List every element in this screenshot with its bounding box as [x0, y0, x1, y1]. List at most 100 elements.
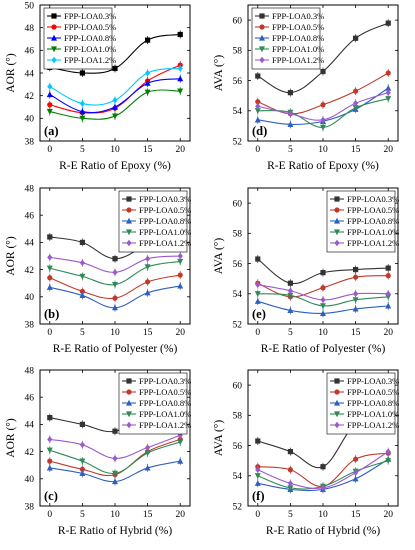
y-tick-label: 52: [233, 320, 243, 330]
legend-label: FPP-LOA1.0%: [139, 409, 191, 419]
legend-swatch-marker: [126, 421, 132, 429]
data-point-2: [352, 305, 359, 312]
data-point-2: [46, 284, 53, 290]
y-axis-label: AOR (°): [5, 236, 17, 276]
data-point-0: [385, 265, 391, 271]
legend-swatch-marker: [334, 399, 340, 406]
y-tick-label: 44: [25, 69, 35, 79]
legend-label: FPP-LOA1.0%: [139, 227, 191, 237]
legend-swatch-marker: [126, 207, 132, 213]
x-axis-label: R-E Ratio of Polyester (%): [261, 343, 386, 355]
x-tick-label: 0: [47, 510, 52, 520]
data-point-4: [385, 448, 391, 455]
x-tick-label: 0: [255, 328, 260, 338]
data-point-2: [112, 304, 118, 311]
data-point-2: [46, 464, 53, 471]
legend-swatch-marker: [259, 56, 265, 64]
y-tick-label: 46: [25, 212, 35, 222]
data-point-1: [47, 102, 53, 108]
data-point-3: [112, 113, 118, 120]
legend-label: FPP-LOA1.2%: [347, 238, 399, 248]
legend-swatch-marker: [334, 196, 340, 202]
panel-d: 0 5 10 15 20 52 54 56 58 60 R-E Ratio of Epoxy (%)…: [213, 4, 399, 172]
panel-label: (b): [44, 307, 59, 321]
data-point-3: [385, 96, 392, 102]
x-tick-label: 15: [351, 328, 361, 338]
x-tick-label: 15: [143, 145, 153, 155]
y-tick-label: 42: [25, 92, 35, 102]
x-tick-label: 0: [255, 145, 260, 155]
legend-label: FPP-LOA0.8%: [64, 33, 116, 43]
x-tick-label: 20: [383, 145, 393, 155]
data-point-2: [79, 470, 86, 476]
data-point-0: [287, 280, 293, 286]
data-point-3: [79, 115, 86, 122]
legend-label: FPP-LOA1.0%: [64, 44, 116, 54]
legend-label: FPP-LOA0.5%: [64, 22, 116, 32]
data-point-1: [79, 466, 85, 472]
x-tick-label: 5: [288, 510, 293, 520]
data-point-2: [385, 84, 392, 91]
data-point-0: [79, 421, 85, 427]
data-point-1: [385, 273, 391, 279]
y-tick-label: 54: [233, 472, 243, 482]
data-point-0: [47, 415, 53, 421]
legend-swatch-marker: [51, 56, 57, 64]
data-point-4: [177, 65, 183, 72]
data-point-1: [112, 295, 118, 301]
x-tick-label: 0: [255, 510, 260, 520]
data-point-1: [255, 99, 261, 105]
data-point-0: [255, 73, 261, 79]
data-point-0: [145, 37, 151, 43]
legend-swatch-marker: [259, 13, 265, 19]
data-point-4: [320, 296, 326, 304]
y-tick-label: 58: [233, 230, 243, 240]
data-point-4: [145, 69, 151, 77]
panel-f: 0 5 10 15 20 52 54 56 58 60 R-E Ratio of Hybrid (%…: [213, 369, 399, 537]
data-point-2: [112, 478, 118, 485]
data-point-1: [353, 88, 359, 94]
data-point-4: [79, 259, 85, 266]
y-tick-label: 56: [233, 260, 243, 270]
data-point-2: [254, 298, 261, 304]
legend-swatch-marker: [334, 389, 340, 395]
legend-label: FPP-LOA0.3%: [64, 11, 116, 21]
panel-label: (c): [44, 489, 58, 503]
legend-label: FPP-LOA0.8%: [272, 33, 324, 43]
x-tick-label: 20: [383, 510, 393, 520]
y-tick-label: 44: [25, 239, 35, 249]
data-point-3: [352, 105, 359, 111]
x-axis-label: R-E Ratio of Epoxy (%): [267, 160, 379, 172]
x-tick-label: 10: [318, 145, 328, 155]
data-point-3: [46, 447, 53, 454]
data-point-4: [255, 466, 261, 473]
data-point-3: [287, 485, 294, 492]
x-tick-label: 15: [351, 145, 361, 155]
x-tick-label: 10: [110, 328, 120, 338]
data-point-1: [79, 288, 85, 294]
data-point-4: [112, 97, 118, 104]
legend-swatch-marker: [259, 24, 265, 30]
data-point-3: [46, 108, 53, 115]
data-point-0: [320, 68, 326, 75]
data-point-0: [177, 31, 183, 38]
data-point-0: [320, 464, 326, 470]
y-tick-label: 44: [25, 421, 35, 431]
data-point-4: [145, 255, 151, 262]
data-point-4: [112, 455, 118, 462]
legend-label: FPP-LOA0.3%: [139, 376, 191, 386]
data-point-0: [287, 90, 293, 96]
legend-label: FPP-LOA1.2%: [272, 55, 324, 65]
data-point-4: [145, 444, 151, 451]
data-point-0: [353, 267, 359, 273]
legend-swatch-marker: [259, 34, 265, 41]
y-tick-label: 50: [25, 1, 35, 11]
legend-label: FPP-LOA0.3%: [272, 11, 324, 21]
data-point-3: [144, 264, 151, 271]
data-point-4: [320, 116, 326, 124]
data-point-3: [287, 292, 294, 299]
legend-swatch-marker: [126, 217, 132, 224]
legend-swatch-marker: [334, 421, 340, 429]
data-point-0: [255, 256, 261, 262]
